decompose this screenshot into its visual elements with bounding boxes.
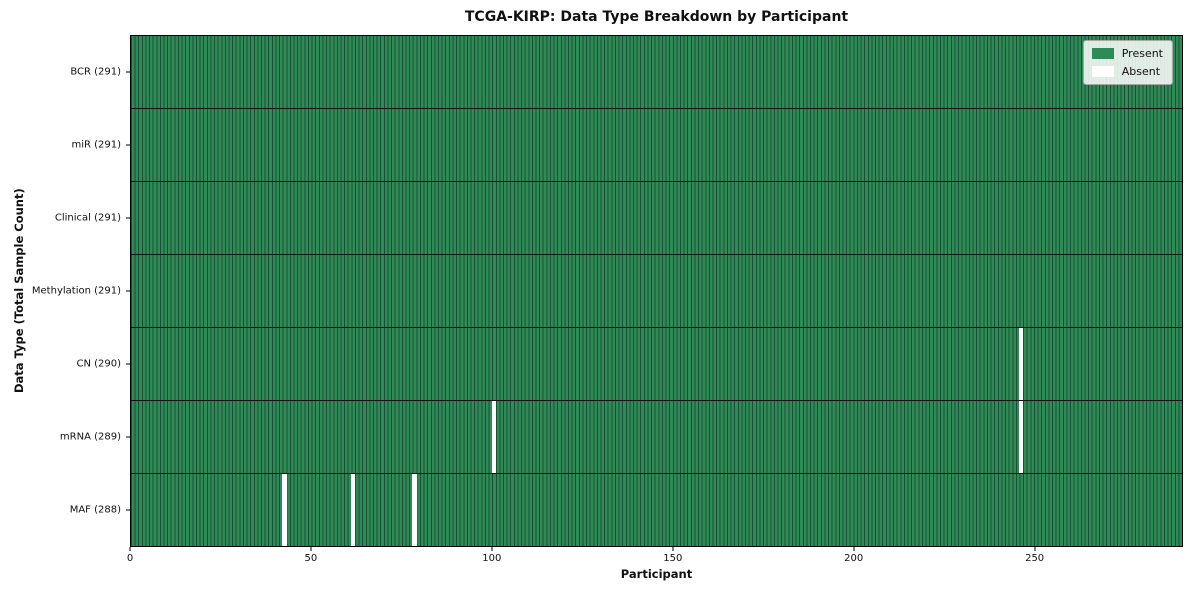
y-tick-mark [126, 217, 130, 219]
absent-marker [1018, 401, 1024, 473]
heatmap-row-CN [131, 327, 1182, 400]
legend-label-absent: Absent [1121, 65, 1161, 78]
y-tick-label-CN: CN (290) [76, 358, 121, 370]
y-tick-label-mRNA: mRNA (289) [59, 431, 121, 443]
y-axis: BCR (291) miR (291) Clinical (291) Methylat… [0, 35, 130, 547]
y-tick-mark [126, 363, 130, 365]
x-axis: 0 50 100 150 200 250 [126, 547, 1183, 569]
absent-marker [1018, 328, 1024, 400]
heatmap-row-MAF [131, 473, 1182, 546]
legend: Present Absent [1082, 40, 1173, 85]
present-swatch-icon [1091, 48, 1114, 59]
plot-area: Present Absent [130, 35, 1183, 547]
x-tick-mark [853, 547, 855, 551]
y-tick-label-BCR: BCR (291) [70, 66, 121, 78]
x-tick-label-250: 250 [1025, 553, 1045, 564]
y-tick-mark [126, 290, 130, 292]
heatmap-row-miR [131, 108, 1182, 181]
absent-marker [491, 401, 497, 473]
x-tick-mark [310, 547, 312, 551]
y-tick-mark [126, 509, 130, 511]
heatmap-row-Clinical [131, 181, 1182, 254]
x-tick-mark [672, 547, 674, 551]
heatmap-row-BCR [131, 36, 1182, 108]
x-tick-mark [129, 547, 131, 551]
y-tick-label-miR: miR (291) [71, 139, 121, 151]
y-tick-label-Methylation: Methylation (291) [31, 285, 121, 297]
y-tick-label-Clinical: Clinical (291) [54, 212, 121, 224]
x-tick-label-0: 0 [126, 553, 134, 564]
legend-item-absent: Absent [1091, 65, 1163, 78]
y-tick-mark [126, 436, 130, 438]
x-tick-label-200: 200 [844, 553, 864, 564]
heatmap-row-mRNA [131, 400, 1182, 473]
x-tick-label-50: 50 [304, 553, 318, 564]
heatmap-rows [131, 36, 1182, 546]
x-tick-label-150: 150 [663, 553, 683, 564]
legend-item-present: Present [1091, 47, 1163, 60]
chart-title: TCGA-KIRP: Data Type Breakdown by Partic… [464, 9, 849, 25]
x-tick-mark [1034, 547, 1036, 551]
y-tick-mark [126, 71, 130, 73]
absent-marker [350, 474, 356, 546]
x-axis-label: Participant [620, 567, 693, 581]
absent-swatch-icon [1091, 66, 1114, 77]
absent-marker [412, 474, 417, 546]
heatmap-row-Methylation [131, 254, 1182, 327]
x-tick-label-100: 100 [482, 553, 502, 564]
y-tick-label-MAF: MAF (288) [69, 504, 121, 516]
absent-marker [282, 474, 287, 546]
y-tick-mark [126, 144, 130, 146]
x-tick-mark [491, 547, 493, 551]
legend-label-present: Present [1121, 47, 1163, 60]
